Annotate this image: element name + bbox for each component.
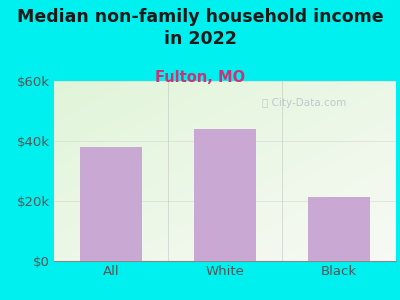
Text: ⓘ City-Data.com: ⓘ City-Data.com <box>262 98 346 108</box>
Text: Median non-family household income
in 2022: Median non-family household income in 20… <box>17 8 383 48</box>
Bar <box>308 196 370 261</box>
Bar <box>80 147 142 261</box>
Bar <box>194 129 256 261</box>
Text: Fulton, MO: Fulton, MO <box>155 70 245 86</box>
